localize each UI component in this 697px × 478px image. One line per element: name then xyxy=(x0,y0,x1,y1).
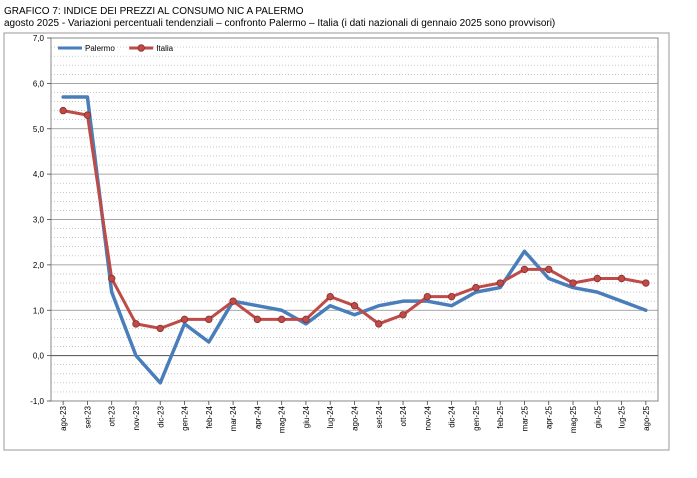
series-line-palermo xyxy=(61,95,648,385)
data-point-italia xyxy=(107,274,116,283)
x-tick-label: ago-24 xyxy=(351,405,360,430)
x-tick-label: nov-23 xyxy=(132,405,141,430)
data-point-italia xyxy=(399,311,407,319)
x-tick-label: apr-24 xyxy=(253,405,262,429)
minor-gridlines xyxy=(51,46,658,393)
data-point-italia xyxy=(132,320,140,328)
x-tick-label: dic-23 xyxy=(156,405,165,427)
data-point-italia xyxy=(253,315,262,324)
x-tick-label: ago-25 xyxy=(642,405,651,430)
y-axis: -1,0 0,0 1,0 2,0 3,0 4,0 5,0 6,0 7,0 xyxy=(30,34,51,406)
x-tick-label: gen-24 xyxy=(181,405,190,430)
x-tick-label: feb-24 xyxy=(205,405,214,428)
data-point-italia xyxy=(326,292,334,301)
data-point-italia xyxy=(642,279,650,287)
data-point-italia xyxy=(156,324,164,333)
x-tick-label: giu-25 xyxy=(593,405,602,428)
y-tick-label: 1,0 xyxy=(33,306,45,315)
legend-label-palermo: Palermo xyxy=(85,44,115,53)
x-tick-label: apr-25 xyxy=(545,405,554,429)
x-tick-label: set-24 xyxy=(375,405,384,428)
data-point-italia xyxy=(423,292,432,301)
x-tick-label: mag-24 xyxy=(278,405,287,433)
data-point-italia xyxy=(569,279,577,287)
data-point-italia xyxy=(545,265,553,274)
data-point-italia xyxy=(350,302,359,310)
legend-label-italia: Italia xyxy=(156,44,173,53)
x-axis: ago-23 set-23 ott-23 nov-23 dic-23 gen-24 feb-… xyxy=(51,355,658,433)
data-point-italia xyxy=(205,315,213,324)
data-point-italia xyxy=(447,292,456,301)
legend: Palermo Italia xyxy=(58,44,174,53)
x-tick-label: mar-24 xyxy=(229,405,238,431)
x-tick-label: lug-25 xyxy=(618,405,627,428)
major-gridlines xyxy=(51,37,658,402)
y-tick-label: 0,0 xyxy=(33,352,45,361)
data-point-italia xyxy=(472,283,480,292)
x-tick-label: ago-23 xyxy=(59,405,68,430)
y-tick-label: 6,0 xyxy=(33,79,45,88)
x-tick-label: mag-25 xyxy=(569,405,578,433)
data-point-italia xyxy=(180,315,189,324)
data-point-italia xyxy=(277,315,286,324)
data-point-italia xyxy=(375,320,383,328)
data-point-italia xyxy=(59,106,67,115)
chart-title: GRAFICO 7: INDICE DEI PREZZI AL CONSUMO … xyxy=(4,6,304,17)
data-point-italia xyxy=(496,279,504,287)
y-tick-label: 3,0 xyxy=(33,216,45,225)
x-tick-label: lug-24 xyxy=(326,405,335,428)
x-tick-label: dic-24 xyxy=(448,405,457,427)
x-tick-label: nov-24 xyxy=(423,405,432,430)
y-tick-label: 7,0 xyxy=(33,34,45,43)
data-point-italia xyxy=(229,297,237,305)
series-layer xyxy=(59,95,650,385)
x-tick-label: set-23 xyxy=(83,405,92,428)
data-point-italia xyxy=(520,265,529,274)
legend-marker-italia xyxy=(137,44,145,52)
x-tick-label: mar-25 xyxy=(520,405,529,431)
x-tick-label: ott-23 xyxy=(108,405,117,426)
x-tick-label: gen-25 xyxy=(472,405,481,430)
chart-subtitle: agosto 2025 - Variazioni percentuali ten… xyxy=(4,18,556,29)
y-tick-label: -1,0 xyxy=(30,397,44,406)
x-tick-label: giu-24 xyxy=(302,405,311,428)
data-point-italia xyxy=(302,315,310,324)
x-tick-label: feb-25 xyxy=(496,405,505,428)
y-tick-label: 2,0 xyxy=(33,261,45,270)
data-point-italia xyxy=(83,111,92,119)
data-point-italia xyxy=(593,274,601,283)
y-tick-label: 4,0 xyxy=(33,170,45,179)
y-tick-label: 5,0 xyxy=(33,125,45,134)
chart-frame xyxy=(3,32,670,451)
data-point-italia xyxy=(617,274,626,283)
x-tick-label: ott-24 xyxy=(399,405,408,426)
